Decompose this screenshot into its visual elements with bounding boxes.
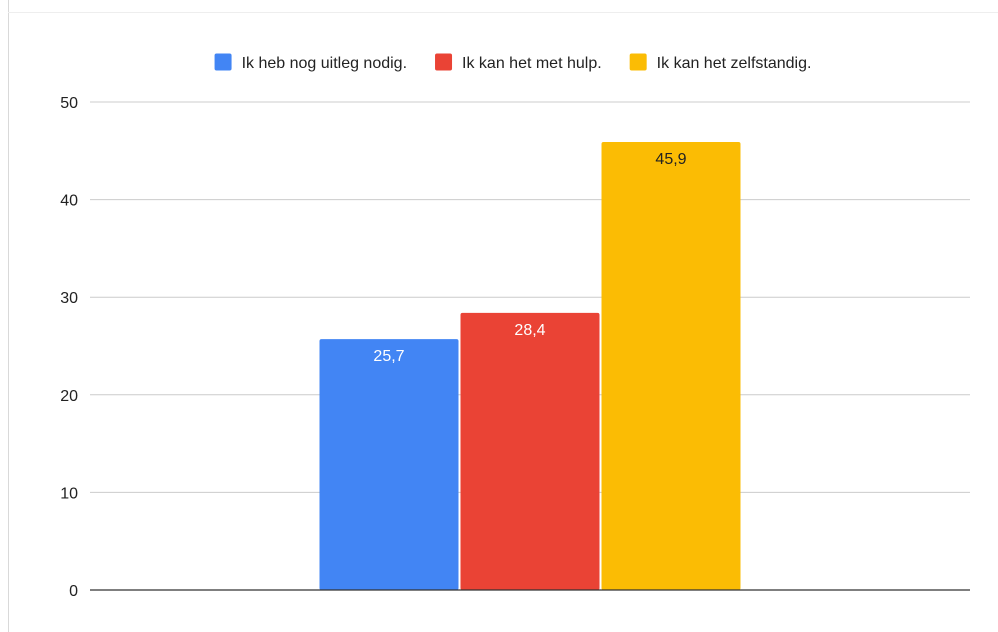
legend-swatch	[435, 53, 453, 71]
legend-label: Ik kan het met hulp.	[462, 55, 602, 72]
frame-top-border	[8, 0, 998, 13]
bar	[601, 142, 741, 591]
legend-label: Ik heb nog uitleg nodig.	[242, 55, 407, 72]
y-tick-label: 50	[60, 95, 78, 112]
y-tick-label: 0	[69, 583, 78, 600]
bar-value-label: 25,7	[373, 348, 404, 365]
legend-swatch	[214, 53, 232, 71]
legend: Ik heb nog uitleg nodig. Ik kan het met h…	[214, 53, 812, 72]
y-axis-ticks: 0 10 20 30 40 50	[60, 95, 78, 600]
bar-value-label: 45,9	[655, 151, 686, 168]
bar-value-labels: 25,7 28,4 45,9	[373, 151, 686, 365]
frame-border	[0, 0, 9, 632]
legend-label: Ik kan het zelfstandig.	[657, 55, 812, 72]
bar	[460, 312, 600, 590]
y-tick-label: 30	[60, 290, 78, 307]
bar	[319, 339, 459, 590]
legend-swatch	[629, 53, 647, 71]
y-tick-label: 40	[60, 193, 78, 210]
y-tick-label: 20	[60, 388, 78, 405]
bars	[319, 142, 741, 591]
bar-value-label: 28,4	[514, 322, 545, 339]
y-tick-label: 10	[60, 485, 78, 502]
